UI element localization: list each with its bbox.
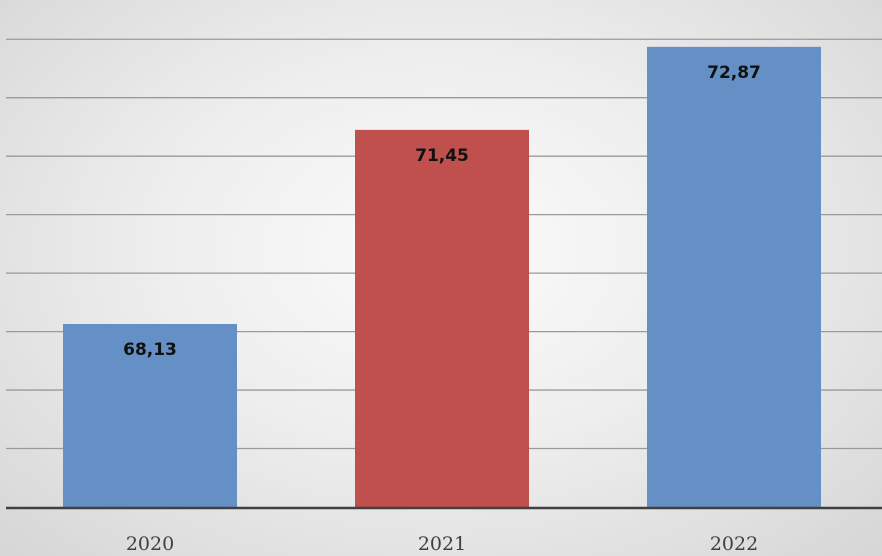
x-tick-labels: 2020 2021 2022: [126, 533, 758, 555]
data-label-2020: 68,13: [123, 340, 177, 360]
bars: [63, 46, 821, 508]
x-tick-2020: 2020: [126, 533, 174, 555]
x-tick-2022: 2022: [710, 533, 758, 555]
data-labels: 68,13 71,45 72,87: [123, 63, 761, 360]
bar-2021: [355, 129, 529, 508]
bar-2020: [63, 323, 237, 507]
data-label-2021: 71,45: [415, 146, 469, 166]
data-label-2022: 72,87: [707, 63, 761, 83]
bar-2022: [647, 46, 821, 507]
x-tick-2021: 2021: [418, 533, 466, 555]
